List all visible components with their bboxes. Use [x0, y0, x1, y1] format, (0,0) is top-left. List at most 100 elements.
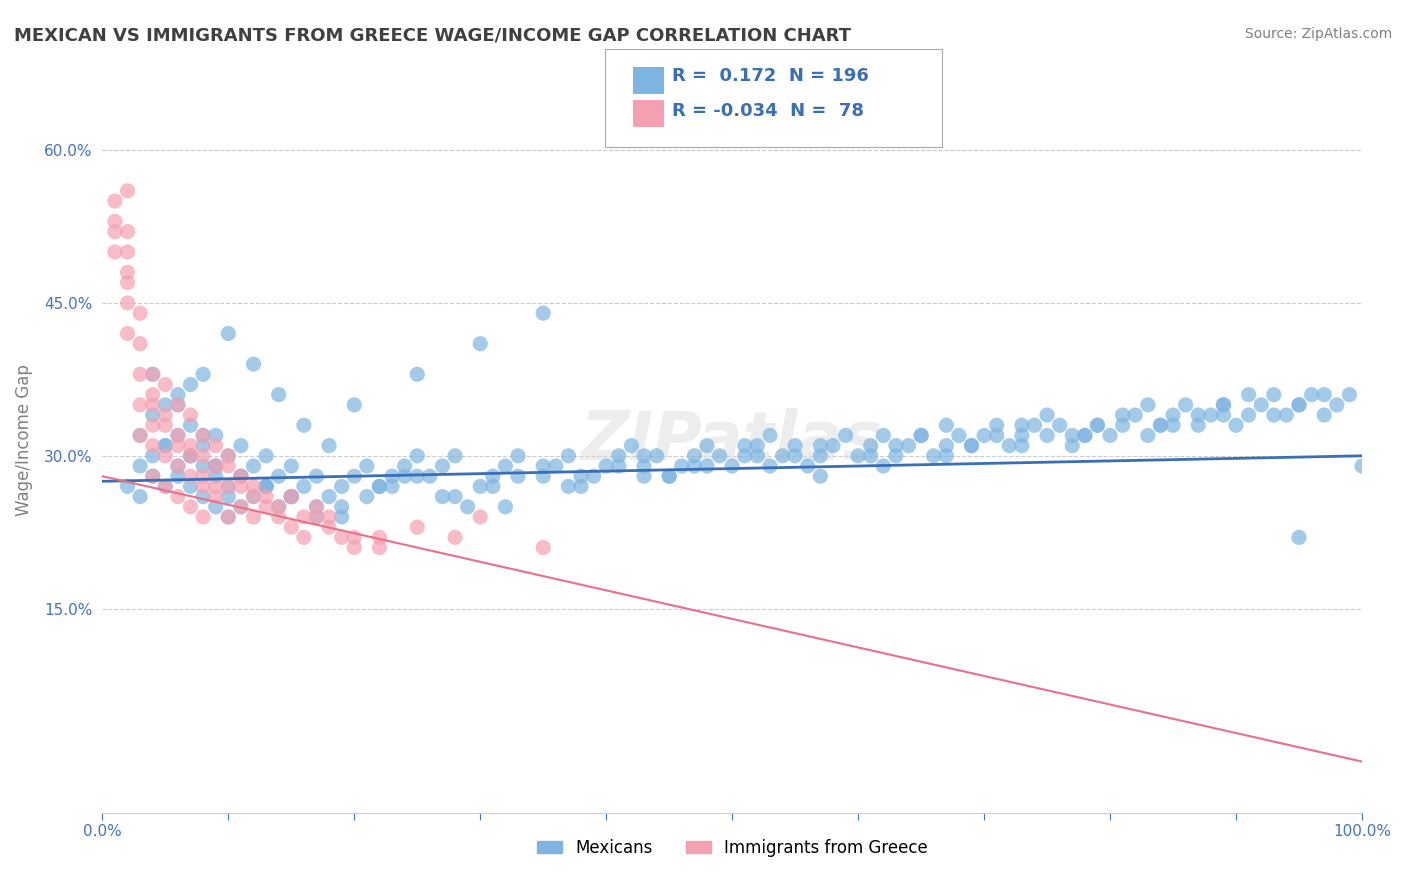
Text: Source: ZipAtlas.com: Source: ZipAtlas.com [1244, 27, 1392, 41]
Point [808, 449, 831, 463]
Point [747, 439, 769, 453]
Point [191, 449, 214, 463]
Point [117, 326, 139, 341]
Point [884, 449, 907, 463]
Point [595, 458, 617, 473]
Point [318, 510, 340, 524]
Point [191, 469, 214, 483]
Point [721, 458, 744, 473]
Point [129, 306, 152, 320]
Point [229, 469, 252, 483]
Point [531, 306, 554, 320]
Point [267, 510, 290, 524]
Point [129, 490, 152, 504]
Point [785, 439, 807, 453]
Point [1212, 408, 1234, 422]
Point [531, 469, 554, 483]
Point [155, 377, 177, 392]
Point [229, 469, 252, 483]
Point [305, 510, 328, 524]
Point [381, 469, 404, 483]
Point [242, 490, 264, 504]
Point [796, 458, 818, 473]
Point [330, 530, 353, 544]
Point [204, 458, 226, 473]
Point [129, 368, 152, 382]
Point [242, 357, 264, 371]
Point [633, 469, 655, 483]
Point [973, 428, 995, 442]
Point [406, 449, 429, 463]
Point [1111, 408, 1133, 422]
Point [1313, 408, 1336, 422]
Point [167, 398, 190, 412]
Point [1237, 408, 1260, 422]
Point [204, 458, 226, 473]
Point [544, 458, 567, 473]
Point [204, 439, 226, 453]
Point [204, 479, 226, 493]
Point [167, 398, 190, 412]
Point [280, 490, 302, 504]
Point [1313, 387, 1336, 401]
Point [217, 490, 239, 504]
Point [1263, 408, 1285, 422]
Point [531, 541, 554, 555]
Point [142, 408, 165, 422]
Point [129, 398, 152, 412]
Point [1074, 428, 1097, 442]
Point [142, 368, 165, 382]
Point [117, 244, 139, 259]
Point [419, 469, 441, 483]
Point [167, 469, 190, 483]
Point [960, 439, 983, 453]
Point [217, 326, 239, 341]
Point [254, 479, 277, 493]
Point [759, 458, 782, 473]
Point [872, 458, 894, 473]
Point [142, 469, 165, 483]
Point [1087, 418, 1109, 433]
Point [1187, 408, 1209, 422]
Point [117, 479, 139, 493]
Legend: Mexicans, Immigrants from Greece: Mexicans, Immigrants from Greece [530, 832, 935, 863]
Point [1136, 398, 1159, 412]
Point [242, 510, 264, 524]
Point [444, 530, 467, 544]
Point [897, 439, 920, 453]
Point [1011, 418, 1033, 433]
Point [457, 500, 479, 514]
Point [142, 418, 165, 433]
Point [191, 510, 214, 524]
Point [1036, 428, 1059, 442]
Point [1301, 387, 1323, 401]
Point [142, 398, 165, 412]
Text: R = -0.034  N =  78: R = -0.034 N = 78 [672, 103, 865, 120]
Point [645, 449, 668, 463]
Point [1288, 530, 1310, 544]
Point [280, 458, 302, 473]
Point [318, 439, 340, 453]
Point [658, 469, 681, 483]
Point [242, 479, 264, 493]
Point [204, 458, 226, 473]
Point [846, 449, 869, 463]
Point [1049, 418, 1071, 433]
Point [368, 479, 391, 493]
Point [167, 439, 190, 453]
Point [204, 469, 226, 483]
Point [1212, 398, 1234, 412]
Point [1087, 418, 1109, 433]
Point [986, 418, 1008, 433]
Point [155, 418, 177, 433]
Point [242, 458, 264, 473]
Point [104, 194, 127, 208]
Point [191, 439, 214, 453]
Point [406, 520, 429, 534]
Point [330, 479, 353, 493]
Point [292, 530, 315, 544]
Point [104, 244, 127, 259]
Point [155, 479, 177, 493]
Point [1161, 408, 1184, 422]
Point [406, 368, 429, 382]
